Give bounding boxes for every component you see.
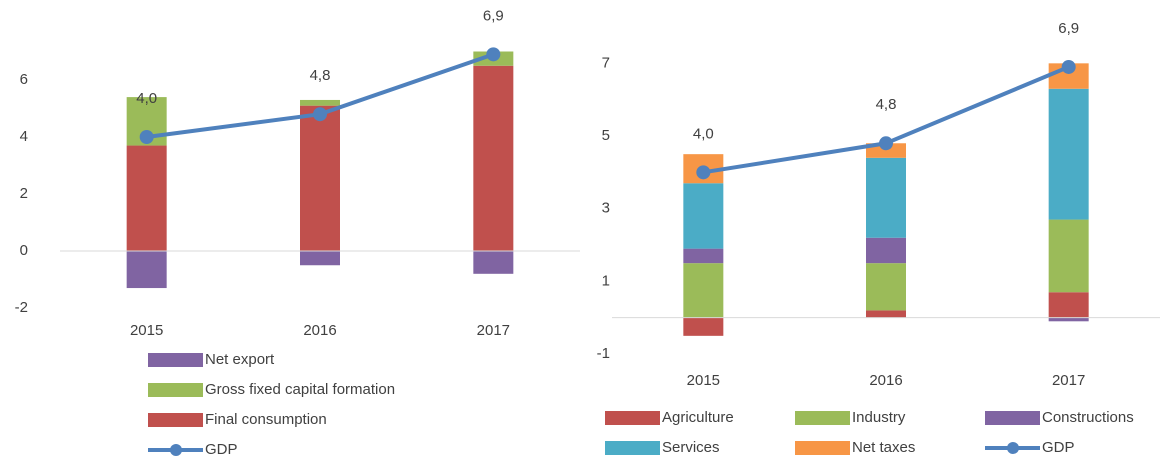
x-tick-label: 2015 [687,372,720,389]
gdp-marker [313,107,327,122]
gdp-marker [486,47,501,62]
bar [300,99,340,106]
legend-label: Industry [852,409,906,426]
legend-label: GDP [1042,439,1075,456]
bar [683,248,724,264]
legend-swatch [795,411,850,425]
data-label: 4,8 [876,96,897,113]
y-tick-label: 6 [20,71,28,88]
y-tick-label: 4 [20,128,28,145]
bar [866,237,906,264]
bar [683,317,724,336]
bar [300,251,340,266]
y-tick-label: 5 [602,127,610,144]
legend-label: Net export [205,351,275,368]
legend-swatch [148,353,203,367]
y-tick-label: -2 [15,299,28,316]
y-tick-label: 7 [602,54,610,71]
y-tick-label: -1 [597,345,610,362]
data-label: 6,9 [483,7,504,24]
gdp-marker [879,136,893,151]
legend-swatch [605,441,660,455]
y-tick-label: 0 [20,242,28,259]
bar [866,157,906,238]
gdp-marker [1061,59,1076,74]
bar [126,145,167,251]
y-tick-label: 3 [602,200,610,217]
data-label: 4,0 [136,90,157,107]
legend-label: Constructions [1042,409,1134,426]
bar [1048,317,1089,322]
gdp-marker [139,130,154,144]
data-label: 4,8 [310,67,331,84]
bar [1048,292,1089,318]
y-tick-label: 2 [20,185,28,202]
x-tick-label: 2016 [869,372,902,389]
legend-label: Agriculture [662,409,734,426]
legend-swatch [148,383,203,397]
x-tick-label: 2016 [303,322,336,339]
bar [866,263,906,311]
x-tick-label: 2017 [477,322,510,339]
legend-marker [170,444,182,456]
legend-label: Gross fixed capital formation [205,381,395,398]
data-label: 4,0 [693,125,714,142]
legend-swatch [985,411,1040,425]
bar [473,65,514,251]
bar [1048,219,1089,293]
bar [866,310,906,318]
bar [683,183,724,249]
bar [866,143,906,158]
bar [1048,88,1089,220]
bar [473,251,514,274]
data-label: 6,9 [1058,20,1079,37]
legend-label: GDP [205,441,238,458]
x-tick-label: 2017 [1052,372,1085,389]
legend-marker [1007,442,1019,454]
gdp-marker [696,165,711,180]
legend-swatch [605,411,660,425]
bar [300,105,340,252]
legend-label: Services [662,439,720,456]
legend-label: Final consumption [205,411,327,428]
legend-label: Net taxes [852,439,915,456]
bar [683,263,724,318]
legend-swatch [148,413,203,427]
bar [126,251,167,289]
x-tick-label: 2015 [130,322,163,339]
y-tick-label: 1 [602,272,610,289]
legend-swatch [795,441,850,455]
